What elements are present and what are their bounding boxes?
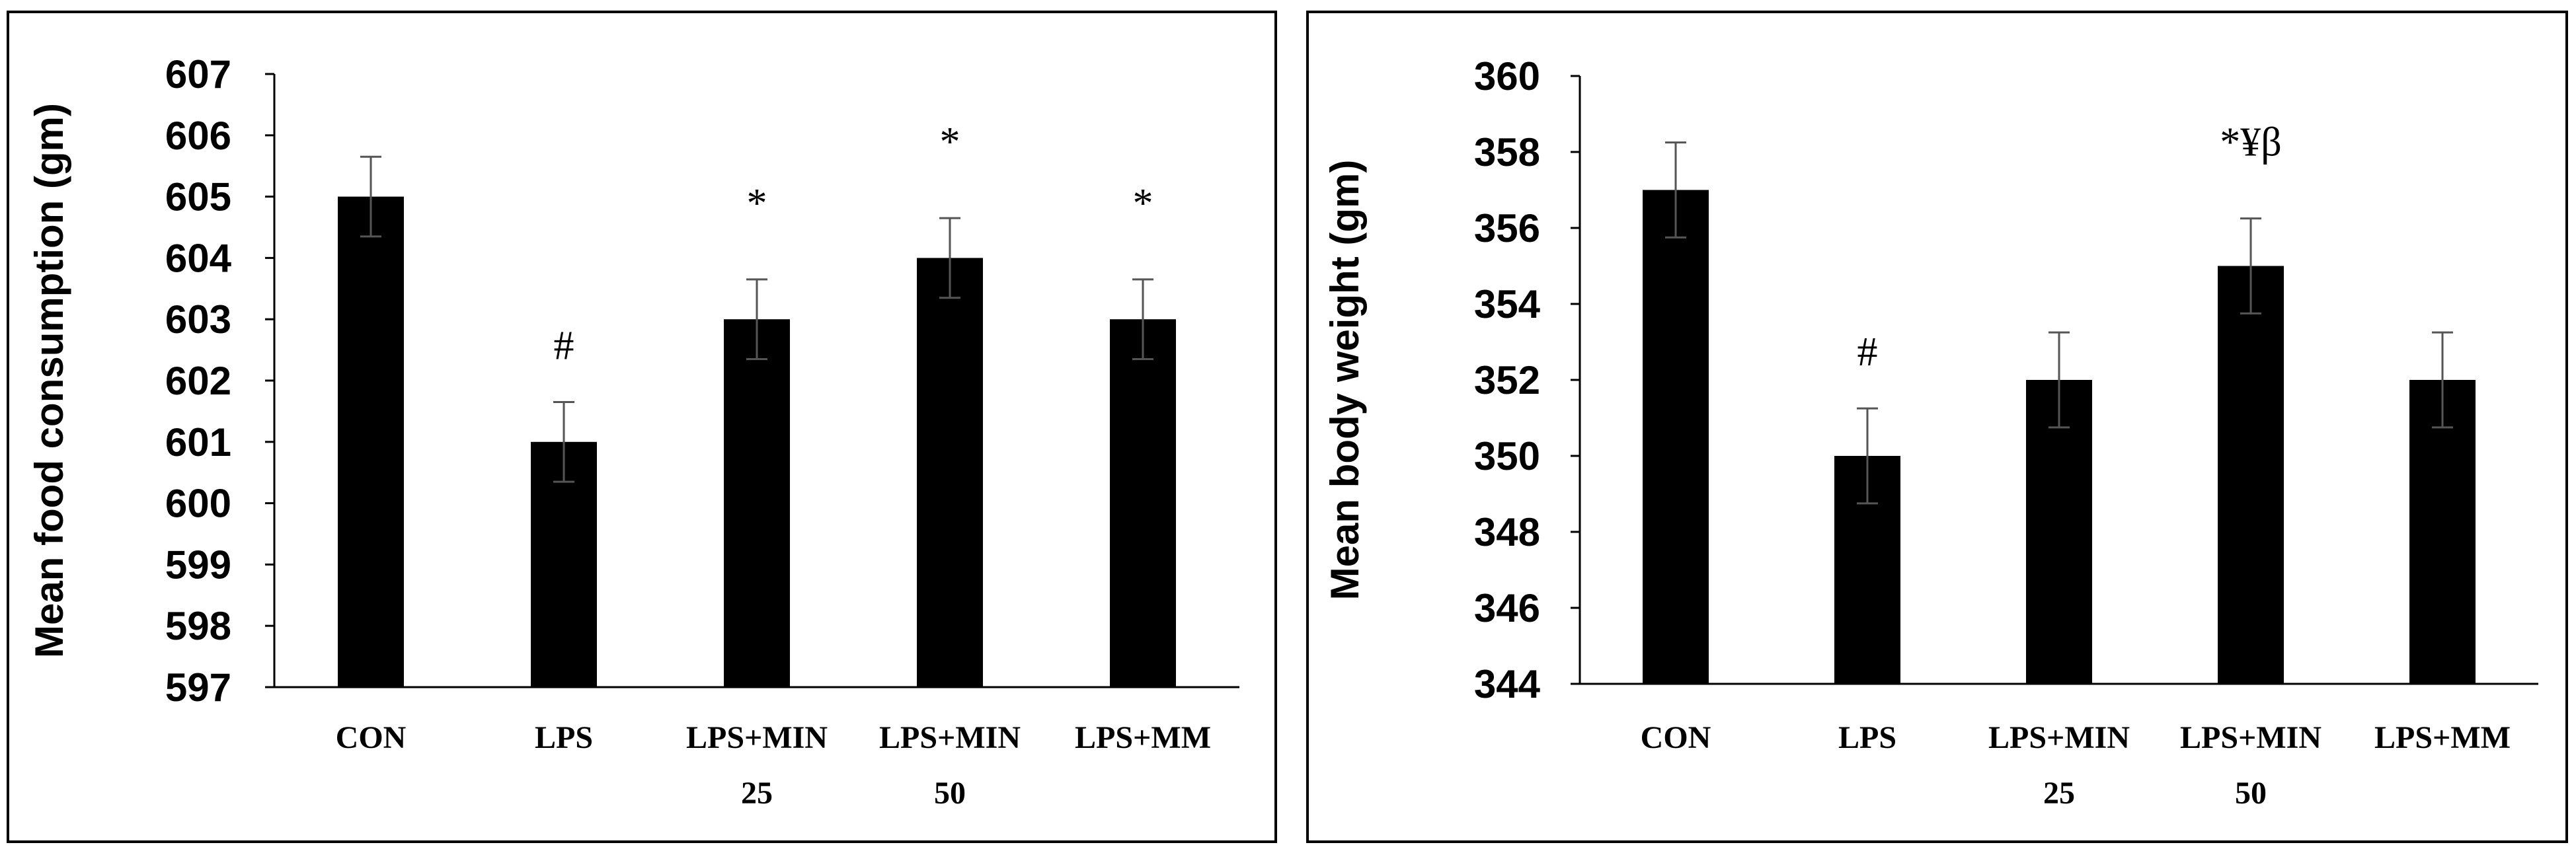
y-tick-label: 597 [165, 665, 231, 710]
chart-frame [1306, 11, 2568, 843]
bar [2218, 266, 2284, 684]
y-tick-label: 344 [1474, 662, 1541, 706]
y-tick-label: 602 [165, 359, 231, 403]
y-tick-label: 352 [1474, 358, 1540, 402]
x-tick-label: LPS [1838, 720, 1896, 755]
body-weight-chart: 344 346 348 350 352 354 356 358 360 Mean body wei… [1306, 11, 2568, 843]
y-tick-label: 360 [1474, 54, 1540, 98]
y-tick-label: 354 [1474, 282, 1541, 326]
y-tick-label: 605 [165, 175, 231, 219]
x-tick-label: LPS [535, 720, 593, 755]
y-tick-label: 604 [165, 236, 232, 280]
y-axis-label: Mean food consumption (gm) [27, 103, 71, 658]
x-tick-label: 25 [741, 776, 773, 811]
bar [531, 441, 597, 687]
y-tick-label: 600 [165, 482, 231, 526]
y-tick-label: 599 [165, 542, 231, 587]
y-tick-label: 346 [1474, 586, 1540, 630]
bar [1110, 319, 1176, 687]
chart-frame [7, 11, 1277, 843]
x-tick-label: LPS+MM [2374, 720, 2511, 755]
bar [2026, 380, 2092, 684]
x-tick-label: CON [1641, 720, 1711, 755]
significance-marker: # [554, 323, 574, 368]
x-tick-label: LPS+MM [1075, 720, 1211, 755]
significance-marker: * [747, 181, 767, 226]
x-tick-label: LPS+MIN [879, 720, 1021, 755]
y-tick-label: 348 [1474, 510, 1540, 554]
y-tick-label: 598 [165, 604, 231, 648]
significance-marker: *¥β [2220, 120, 2282, 165]
x-tick-label: LPS+MIN [686, 720, 828, 755]
y-tick-label: 606 [165, 114, 231, 158]
x-tick-label: CON [336, 720, 407, 755]
bar [1643, 190, 1709, 684]
bar [338, 196, 404, 688]
y-tick-label: 350 [1474, 434, 1540, 478]
body-weight-chart-panel: 344 346 348 350 352 354 356 358 360 Mean body wei… [1296, 0, 2576, 851]
x-tick-label: LPS+MIN [1988, 720, 2130, 755]
y-tick-label: 358 [1474, 130, 1540, 174]
x-tick-label: 25 [2043, 776, 2075, 811]
food-consumption-chart: 597 598 599 600 601 602 603 604 605 606 607 Mean fo… [7, 11, 1277, 843]
y-tick-label: 601 [165, 420, 231, 464]
y-tick-label: 607 [165, 52, 231, 96]
significance-marker: # [1857, 330, 1878, 375]
y-tick-label: 603 [165, 297, 231, 342]
y-tick-label: 356 [1474, 206, 1540, 250]
significance-marker: * [1133, 181, 1153, 226]
food-consumption-chart-panel: 597 598 599 600 601 602 603 604 605 606 607 Mean fo… [0, 0, 1282, 851]
x-tick-label: LPS+MIN [2180, 720, 2322, 755]
bar [917, 258, 983, 687]
x-tick-label: 50 [934, 776, 966, 811]
bar [2409, 380, 2476, 684]
significance-marker: * [940, 120, 960, 165]
x-tick-label: 50 [2235, 776, 2267, 811]
y-axis-label: Mean body weight (gm) [1323, 160, 1367, 601]
bar [724, 319, 790, 687]
